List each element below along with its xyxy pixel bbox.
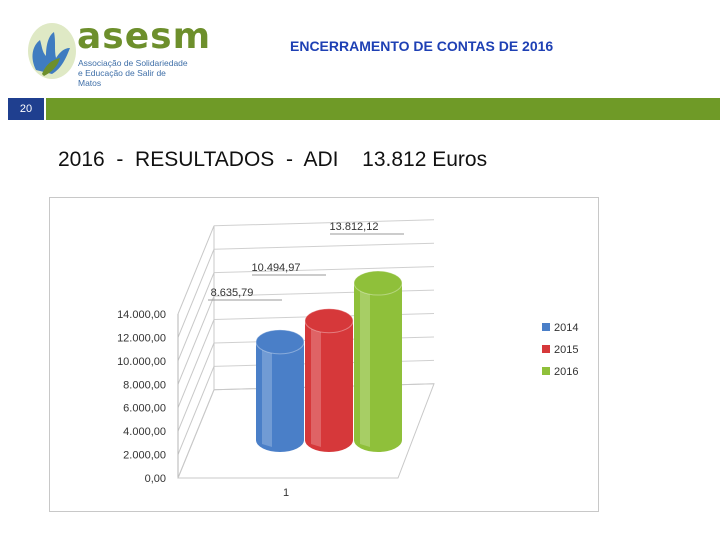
bar-2014	[256, 341, 304, 452]
legend-label-2016: 2016	[554, 366, 578, 378]
y-tick-label: 0,00	[145, 473, 166, 485]
legend-swatch-2014	[542, 323, 550, 331]
legend: 2014 2015 2016	[542, 322, 578, 378]
x-axis: 1	[283, 487, 289, 499]
legend-label-2014: 2014	[554, 322, 578, 334]
bar-highlight	[311, 324, 321, 447]
y-tick-label: 14.000,00	[117, 309, 166, 321]
legend-swatch-2016	[542, 367, 550, 375]
gridline-side	[177, 342, 215, 432]
logo-wordmark: asesm	[77, 16, 212, 57]
slide-title: ENCERRAMENTO DE CONTAS DE 2016	[290, 38, 554, 54]
y-tick-label: 12.000,00	[117, 332, 166, 344]
y-tick-label: 6.000,00	[123, 403, 166, 415]
y-tick-label: 8.000,00	[123, 379, 166, 391]
gridline-side	[177, 366, 215, 455]
y-tick-label: 10.000,00	[117, 356, 166, 368]
headline-right: 13.812 Euros	[362, 148, 488, 171]
legend-label-2015: 2015	[554, 344, 578, 356]
header-bar	[46, 98, 720, 120]
headline-left: 2016 - RESULTADOS - ADI	[58, 148, 339, 171]
gridline-side	[177, 295, 215, 385]
bar-2015	[305, 320, 353, 452]
bar-top-2015	[304, 308, 354, 334]
gridline-back	[213, 242, 435, 250]
bar-highlight	[262, 345, 272, 447]
logo-subtitle: Associação de Solidariedade e Educação d…	[78, 58, 188, 88]
y-tick-label: 4.000,00	[123, 426, 166, 438]
data-label-2015: 10.494,97	[252, 262, 301, 274]
bar-top-2016	[353, 270, 403, 296]
bars	[255, 270, 403, 452]
bar-top-2014	[255, 329, 305, 355]
gridline-back	[213, 219, 435, 227]
hands-icon	[28, 23, 76, 79]
asesm-logo: asesm Associação de Solidariedade e Educ…	[22, 16, 210, 88]
gridline-side	[177, 272, 215, 362]
gridline-side	[177, 249, 215, 338]
headline: 2016 - RESULTADOS - ADI 13.812 Euros	[58, 148, 487, 172]
gridline-side	[177, 225, 215, 315]
data-labels: 8.635,79 10.494,97 13.812,12	[208, 221, 404, 301]
chart-floor	[177, 383, 435, 479]
y-tick-label: 2.000,00	[123, 450, 166, 462]
data-label-2016: 13.812,12	[330, 221, 379, 233]
gridline-side	[177, 319, 215, 408]
bar-highlight	[360, 287, 370, 447]
gridline-back	[213, 266, 435, 274]
y-axis: 0,00 2.000,00 4.000,00 6.000,00 8.000,00 10.0…	[117, 309, 166, 485]
legend-swatch-2015	[542, 345, 550, 353]
x-tick-label: 1	[283, 487, 289, 499]
data-label-2014: 8.635,79	[211, 287, 254, 299]
slide-number: 20	[8, 98, 44, 120]
bar-2016	[354, 283, 402, 452]
